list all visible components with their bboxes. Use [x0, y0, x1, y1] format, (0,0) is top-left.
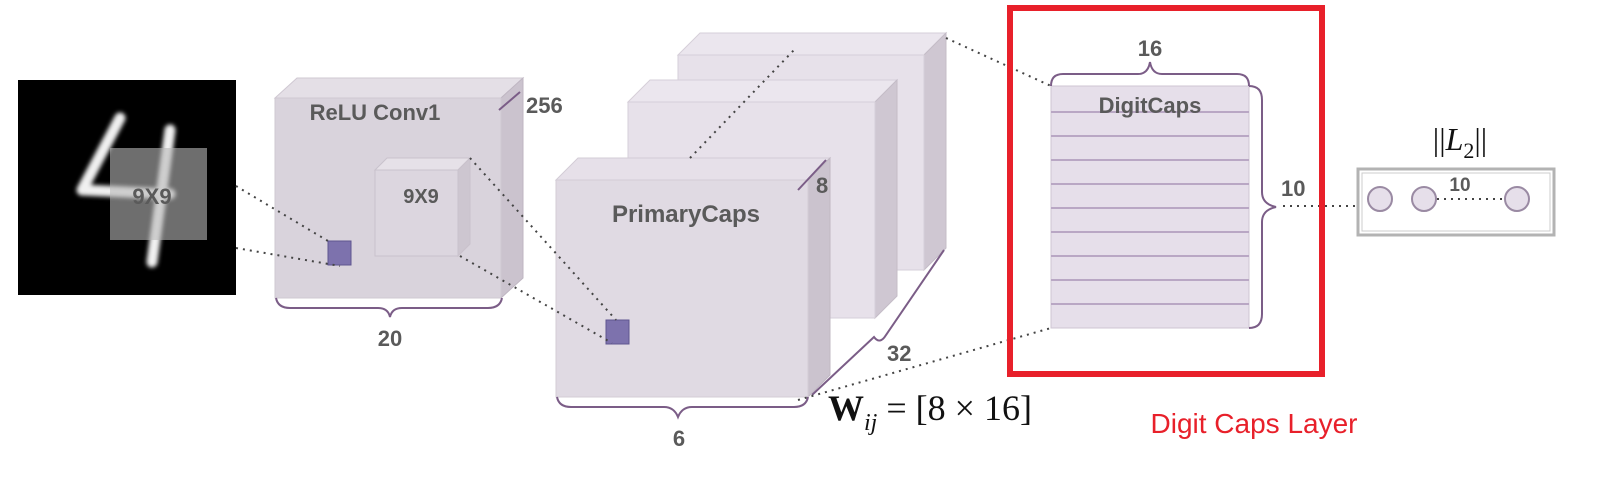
conv1-title: ReLU Conv1 — [310, 100, 441, 125]
primary-to-digit-line-top — [945, 37, 1052, 87]
output-block: ||L2|| 10 — [1356, 121, 1556, 237]
output-node-10 — [1504, 186, 1530, 212]
primary-channel-brace — [811, 249, 945, 396]
digit-caps-block: DigitCaps 16 10 — [1050, 36, 1305, 329]
primary-caps-title: PrimaryCaps — [612, 201, 760, 228]
primary-caps-stack: PrimaryCaps 8 32 6 — [554, 31, 948, 451]
output-node-2 — [1411, 186, 1437, 212]
output-norm-label: ||L2|| — [1433, 121, 1487, 163]
primary-channel-label: 32 — [887, 341, 911, 366]
weight-equation: Wij = [8 × 16] — [828, 388, 1032, 436]
input-image: 9X9 — [18, 80, 236, 295]
primary-front-top — [554, 157, 832, 181]
primary-depth-brace — [797, 159, 827, 191]
primary-width-label: 6 — [673, 426, 685, 451]
digit-caps-title: DigitCaps — [1099, 93, 1202, 118]
primary-back-top — [676, 32, 948, 56]
conv-to-primary-line-bottom — [459, 255, 613, 344]
norm-subscript: 2 — [1463, 138, 1474, 163]
weight-symbol: W — [828, 388, 864, 428]
weight-subscript: ij — [864, 410, 878, 436]
digit-caps-highlight-box — [1007, 5, 1325, 377]
conv1-kernel-top — [373, 157, 472, 171]
conv1-unit-square — [327, 240, 352, 266]
conv1-kernel-label: 9X9 — [403, 186, 439, 208]
conv1-width-label: 20 — [378, 326, 402, 351]
primary-back-side — [923, 31, 947, 272]
primary-depth-label: 8 — [816, 173, 828, 198]
primary-mid-side — [874, 78, 898, 320]
weight-rhs: = [8 × 16] — [877, 388, 1032, 428]
primary-mid-top — [626, 79, 899, 103]
conv1-depth-label: 256 — [526, 93, 563, 118]
primary-front-face — [555, 179, 809, 398]
norm-suffix: || — [1474, 121, 1487, 157]
digit-caps-rows-label: 10 — [1281, 176, 1305, 201]
digit-caps-width-label: 16 — [1138, 36, 1162, 61]
primary-unit-square — [605, 319, 630, 345]
digit-caps-caption: Digit Caps Layer — [1151, 408, 1358, 439]
conv-to-primary-line-top — [469, 157, 617, 321]
conv1-top-face — [273, 77, 525, 99]
conv1-side-face — [500, 76, 524, 300]
digit-caps-width-brace — [1050, 61, 1250, 87]
input-kernel-window — [110, 148, 207, 240]
input-kernel-label: 9X9 — [132, 184, 171, 209]
primary-width-brace — [556, 396, 809, 420]
conv1-kernel-front — [374, 169, 459, 257]
output-node-1 — [1367, 186, 1393, 212]
conv1-depth-brace — [498, 91, 521, 111]
conv1-kernel-side — [457, 156, 471, 258]
connection-lines — [235, 37, 1358, 401]
conv1-block: ReLU Conv1 9X9 256 20 — [273, 76, 563, 351]
norm-prefix: || — [1433, 121, 1446, 157]
norm-variable: L — [1445, 121, 1464, 157]
output-count-label: 10 — [1449, 175, 1470, 196]
conv1-width-brace — [275, 297, 503, 318]
primary-to-digit-line-bottom — [797, 327, 1052, 401]
digit-caps-rows — [1051, 111, 1249, 305]
digit-caps-rows-brace — [1248, 85, 1277, 329]
